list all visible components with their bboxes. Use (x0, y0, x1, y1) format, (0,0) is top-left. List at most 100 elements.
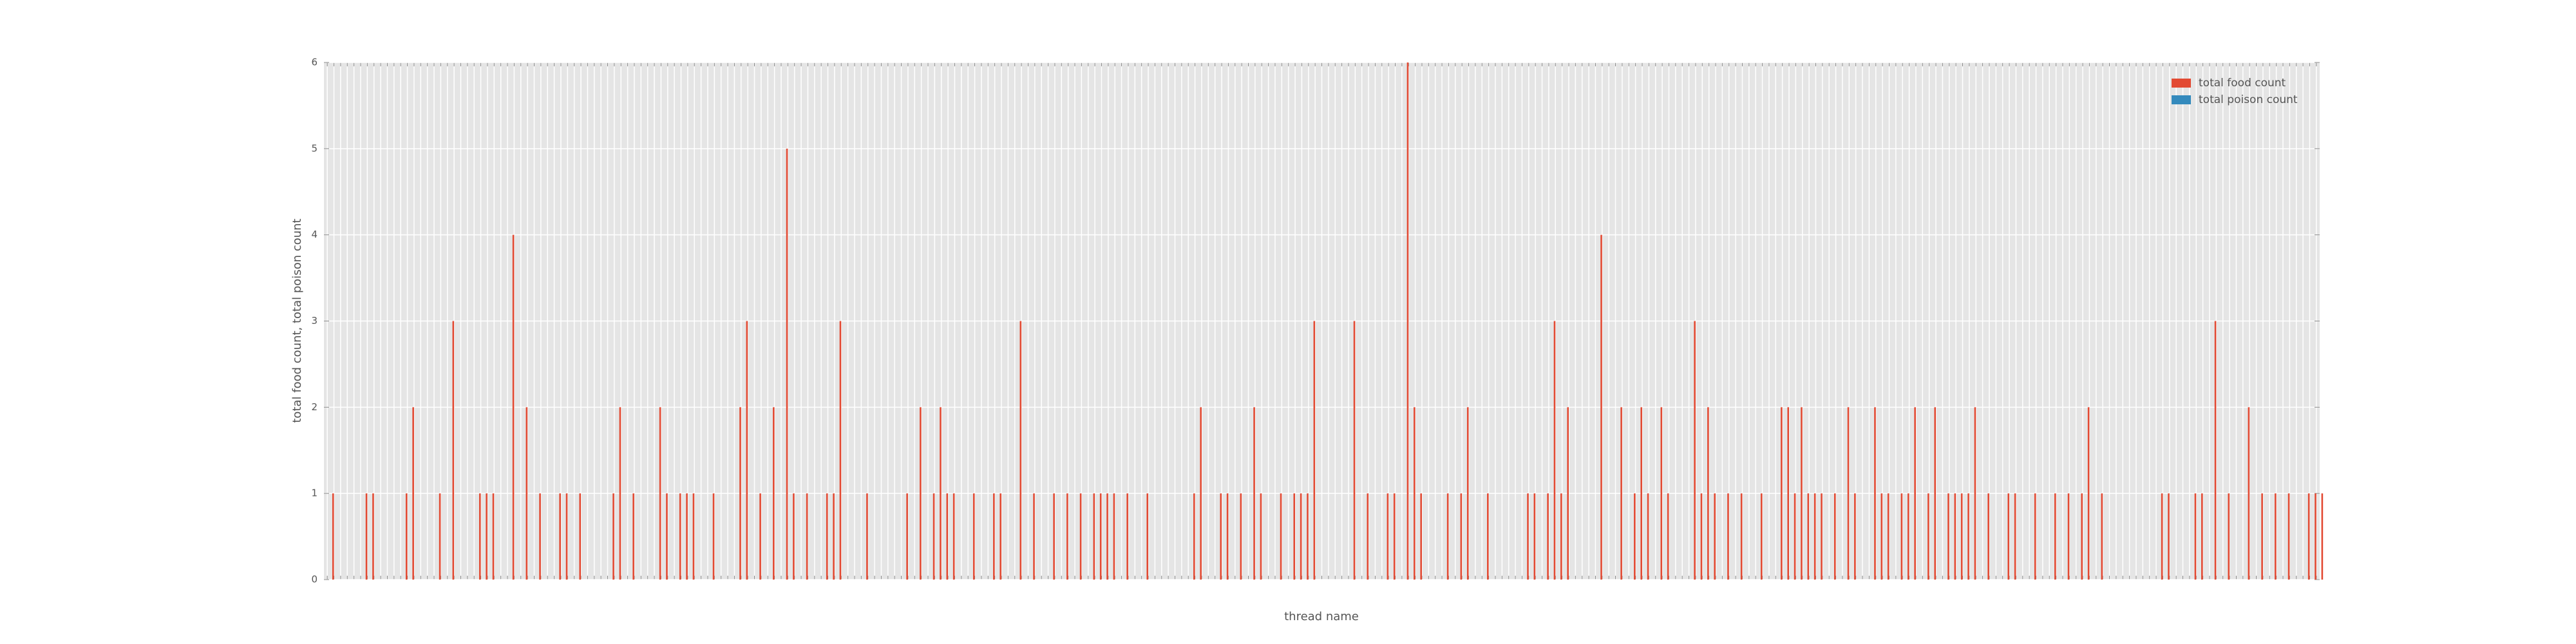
bar (2307, 493, 2310, 580)
bar (2287, 493, 2290, 580)
y-tick-label: 6 (311, 57, 317, 68)
bar (1019, 321, 1022, 580)
bar (486, 493, 488, 580)
y-tick-label: 4 (311, 229, 317, 240)
bar (746, 321, 748, 580)
bar (1547, 493, 1549, 580)
bar (759, 493, 761, 580)
bar (2321, 493, 2324, 580)
bar (1126, 493, 1128, 580)
bar (372, 493, 374, 580)
bar (1660, 407, 1663, 580)
bar (1527, 493, 1529, 580)
bar (1714, 493, 1716, 580)
bar (565, 493, 568, 580)
bar (1053, 493, 1055, 580)
bar (1927, 493, 1929, 580)
bar (1974, 407, 1976, 580)
bar (806, 493, 808, 580)
bar (1760, 493, 1763, 580)
bar (1106, 493, 1108, 580)
bar (478, 493, 481, 580)
bar (559, 493, 561, 580)
bar (1807, 493, 1810, 580)
legend-swatch (2172, 79, 2191, 88)
bar (692, 493, 695, 580)
bar (1487, 493, 1489, 580)
bar (1406, 62, 1409, 580)
bar (1880, 493, 1883, 580)
bar (1560, 493, 1562, 580)
bar (952, 493, 955, 580)
bar (1934, 407, 1937, 580)
bar (1387, 493, 1389, 580)
y-tick-label: 5 (311, 142, 317, 154)
y-tick-label: 2 (311, 401, 317, 413)
bar (1700, 493, 1703, 580)
bar (2054, 493, 2056, 580)
bar (1907, 493, 1909, 580)
bar (1093, 493, 1095, 580)
y-tick-label: 3 (311, 315, 317, 327)
bar (1300, 493, 1302, 580)
bar (1900, 493, 1903, 580)
bar (666, 493, 668, 580)
bar (1466, 407, 1469, 580)
bar (1821, 493, 1823, 580)
bar (1707, 407, 1709, 580)
bar (2087, 407, 2090, 580)
bar (1833, 493, 1836, 580)
bar (1801, 407, 1803, 580)
bar (1740, 493, 1743, 580)
bar (1313, 321, 1316, 580)
bar (1914, 407, 1916, 580)
bar (1567, 407, 1569, 580)
bar (439, 493, 441, 580)
bar (1079, 493, 1082, 580)
bar (2194, 493, 2197, 580)
legend-label: total food count (2199, 77, 2286, 90)
bar (1647, 493, 1649, 580)
bar (2315, 493, 2316, 580)
bar (920, 407, 922, 580)
bar (1553, 321, 1556, 580)
bar (2007, 493, 2010, 580)
bar (839, 321, 842, 580)
bar (405, 493, 408, 580)
bar (1420, 493, 1422, 580)
bar (1367, 493, 1369, 580)
bar (2081, 493, 2083, 580)
bar (1814, 493, 1816, 580)
bar (492, 493, 495, 580)
bar (452, 321, 455, 580)
bar (1667, 493, 1669, 580)
bar (1226, 493, 1229, 580)
bar (1099, 493, 1102, 580)
bar (1987, 493, 1989, 580)
bar (619, 407, 621, 580)
bar (1634, 493, 1636, 580)
bar (2228, 493, 2230, 580)
bar (1954, 493, 1956, 580)
bar (2248, 407, 2250, 580)
bar (2034, 493, 2036, 580)
bar (1694, 321, 1696, 580)
bar (2261, 493, 2263, 580)
bar (906, 493, 908, 580)
bar (1967, 493, 1969, 580)
bar (833, 493, 835, 580)
bar (2201, 493, 2203, 580)
bar (1253, 407, 1255, 580)
bar (1113, 493, 1115, 580)
bar (1146, 493, 1149, 580)
bar (1393, 493, 1396, 580)
bar (1600, 234, 1602, 580)
bar (1887, 493, 1889, 580)
bar (1727, 493, 1729, 580)
bar (1640, 407, 1642, 580)
bar (1307, 493, 1309, 580)
bar (1787, 407, 1790, 580)
bar (2101, 493, 2103, 580)
bar (579, 493, 582, 580)
